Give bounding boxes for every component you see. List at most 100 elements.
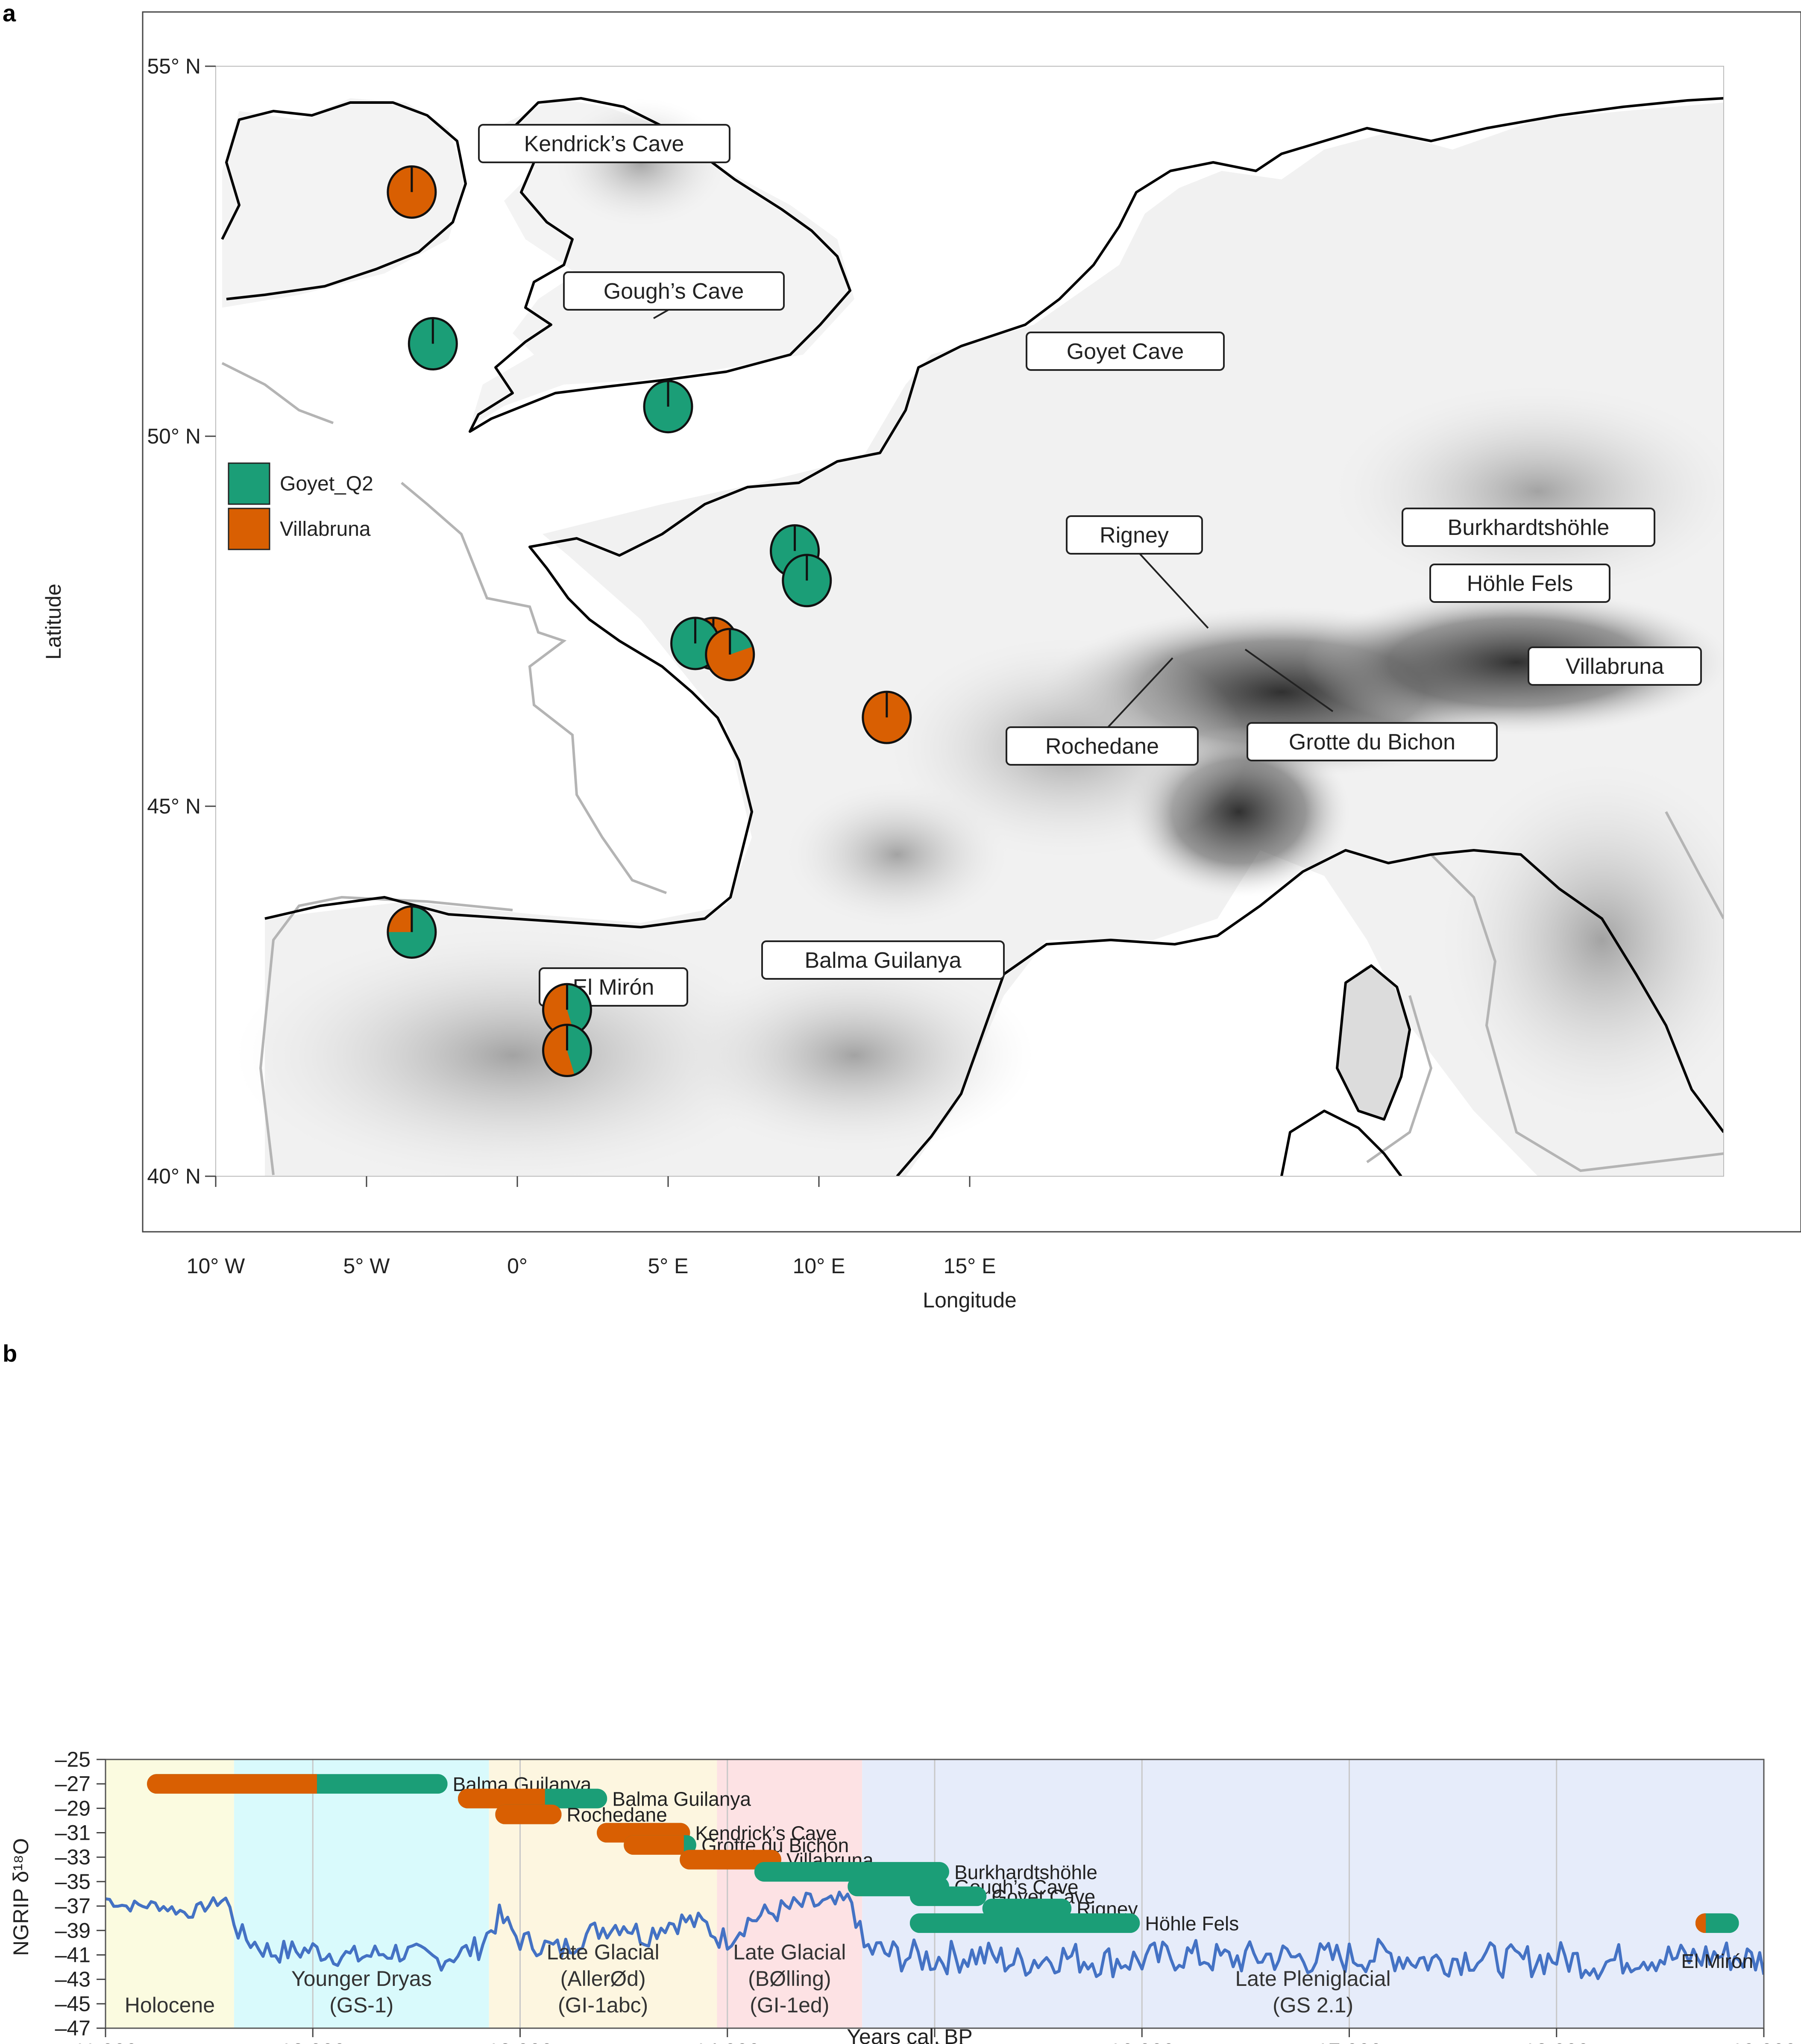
map-y-axis-title: Latitude	[41, 584, 65, 660]
date-range: Balma Guilanya	[147, 1773, 592, 1795]
map-x-tick-label: 10° E	[793, 1254, 845, 1278]
date-range: Rochedane	[495, 1804, 667, 1826]
period-label: (BØlling)	[748, 1967, 831, 1991]
svg-text:Höhle Fels: Höhle Fels	[1467, 571, 1573, 596]
timeline-x-tick-label: 17,000	[1317, 2039, 1382, 2044]
timeline-y-tick-label: –25	[55, 1747, 91, 1771]
svg-text:Burkhardtshöhle: Burkhardtshöhle	[1448, 515, 1610, 540]
site-pie-slice-goyet	[730, 628, 753, 655]
timeline-y-tick-label: –45	[55, 1992, 91, 2016]
timeline-y-tick-label: –39	[55, 1918, 91, 1942]
timeline-y-tick-label: –43	[55, 1968, 91, 1991]
map-x-tick-label: 15° E	[944, 1254, 996, 1278]
timeline-x-tick-label: 14,000	[695, 2039, 760, 2044]
map-frame	[142, 11, 1801, 1233]
date-range: El Mirón	[1681, 1913, 1753, 1972]
lgm-coastline	[221, 362, 1724, 1175]
timeline-x-title-unit: BP	[944, 2025, 973, 2044]
svg-text:Gough’s Cave: Gough’s Cave	[604, 279, 744, 304]
timeline-y-tick-label: –47	[55, 2016, 91, 2040]
map-x-tick-label: 0°	[507, 1254, 528, 1278]
timeline-x-tick-label: 16,000	[1109, 2039, 1175, 2044]
timeline-y-tick-label: –33	[55, 1845, 91, 1869]
timeline-y-tick-label: –27	[55, 1772, 91, 1796]
site-pie-slice-goyet	[567, 1025, 591, 1075]
date-range-label: Höhle Fels	[1145, 1912, 1239, 1935]
site-label-hohle: Höhle Fels	[1429, 564, 1610, 603]
land-continent	[265, 103, 1724, 1176]
site-label-kendrick: Kendrick’s Cave	[478, 124, 730, 163]
map-x-axis-title: Longitude	[923, 1288, 1017, 1312]
date-range: Goyet Cave	[909, 1885, 1095, 1908]
period-label: Late Glacial	[733, 1940, 846, 1964]
timeline-x-tick-label: 11,000	[73, 2039, 137, 2044]
panel-a-letter: a	[3, 0, 16, 26]
period-label: (GS-1)	[329, 1993, 393, 2017]
label-leader-lines	[653, 309, 1334, 730]
period-band	[106, 1759, 234, 2028]
site-pie	[542, 983, 592, 1037]
date-range: Höhle Fels	[909, 1912, 1239, 1935]
site-pie	[408, 317, 458, 370]
date-range-villabruna	[495, 1804, 562, 1824]
timeline-x-tick-label: 18,000	[1524, 2039, 1589, 2044]
legend-label-goyet: Goyet_Q2	[280, 473, 373, 495]
timeline-axis-ticks: 11,000 12,000 13,000 14,000 15,000 16,000 17,0…	[55, 1747, 1797, 2044]
site-label-gough: Gough’s Cave	[563, 271, 785, 311]
date-range-label: Burkhardtshöhle	[954, 1861, 1097, 1883]
svg-text:Grotte du Bichon: Grotte du Bichon	[1289, 730, 1455, 755]
timeline-y-tick-label: –31	[55, 1821, 91, 1845]
map-y-tick-label: 50° N	[147, 424, 201, 448]
timeline-x-title-main: Years cal.	[847, 2025, 940, 2044]
period-label: (AllerØd)	[560, 1967, 646, 1991]
date-range-villabruna	[147, 1774, 317, 1794]
period-label: Younger Dryas	[291, 1967, 432, 1991]
legend-label-villabruna: Villabruna	[280, 518, 371, 540]
land-corsica	[1337, 966, 1410, 1119]
svg-text:Goyet Cave: Goyet Cave	[1067, 339, 1184, 364]
timeline-y-tick-label: –35	[55, 1870, 91, 1894]
svg-text:Rigney: Rigney	[1100, 523, 1169, 548]
legend-swatch-villabruna	[228, 508, 270, 550]
date-range: Gough’s Cave	[848, 1876, 1079, 1898]
land-ireland	[222, 98, 466, 308]
site-label-villabruna: Villabruna	[1528, 646, 1702, 686]
panel-b-letter: b	[3, 1340, 17, 1367]
svg-text:Kendrick’s Cave: Kendrick’s Cave	[524, 132, 684, 156]
timeline-y-tick-label: –41	[55, 1943, 91, 1967]
timeline-x-tick-label: 19,000	[1731, 2039, 1797, 2044]
date-range-villabruna	[624, 1835, 684, 1855]
timeline-y-tick-label: –37	[55, 1894, 91, 1918]
map-legend: Goyet_Q2 Villabruna	[228, 462, 373, 550]
site-label-goyet: Goyet Cave	[1026, 332, 1225, 371]
map-y-tick-label: 55° N	[147, 54, 201, 78]
timeline-x-tick-label: 13,000	[487, 2039, 553, 2044]
timeline-x-tick-label: 12,000	[280, 2039, 346, 2044]
svg-text:Balma Guilanya: Balma Guilanya	[804, 948, 961, 973]
map-terrain	[216, 66, 1724, 1176]
ngrip-d18o-line	[106, 1891, 1764, 1980]
timeline-x-tick-label: 15,000	[902, 2039, 968, 2044]
period-label: Late Glacial	[547, 1940, 660, 1964]
site-pie	[705, 628, 755, 681]
date-range-goyet	[909, 1886, 987, 1906]
site-label-bichon: Grotte du Bichon	[1247, 722, 1498, 761]
date-range-label: Balma Guilanya	[612, 1788, 751, 1810]
date-range-label: Rochedane	[567, 1804, 667, 1826]
period-label: (GS 2.1)	[1273, 1993, 1353, 2017]
map-y-tick-label: 45° N	[147, 794, 201, 818]
site-label-burkhardt: Burkhardtshöhle	[1402, 508, 1655, 547]
map-x-tick-label: 5° E	[648, 1254, 688, 1278]
period-label: (GI-1ed)	[750, 1993, 829, 2017]
site-pies	[387, 165, 912, 1078]
map-x-tick-label: 5° W	[343, 1254, 390, 1278]
period-label: (GI-1abc)	[558, 1993, 648, 2017]
period-label: Holocene	[125, 1993, 215, 2017]
map-y-tick-label: 40° N	[147, 1164, 201, 1188]
timeline-y-tick-label: –29	[55, 1796, 91, 1820]
site-label-balma: Balma Guilanya	[761, 940, 1005, 980]
date-range: Burkhardtshöhle	[754, 1861, 1097, 1883]
